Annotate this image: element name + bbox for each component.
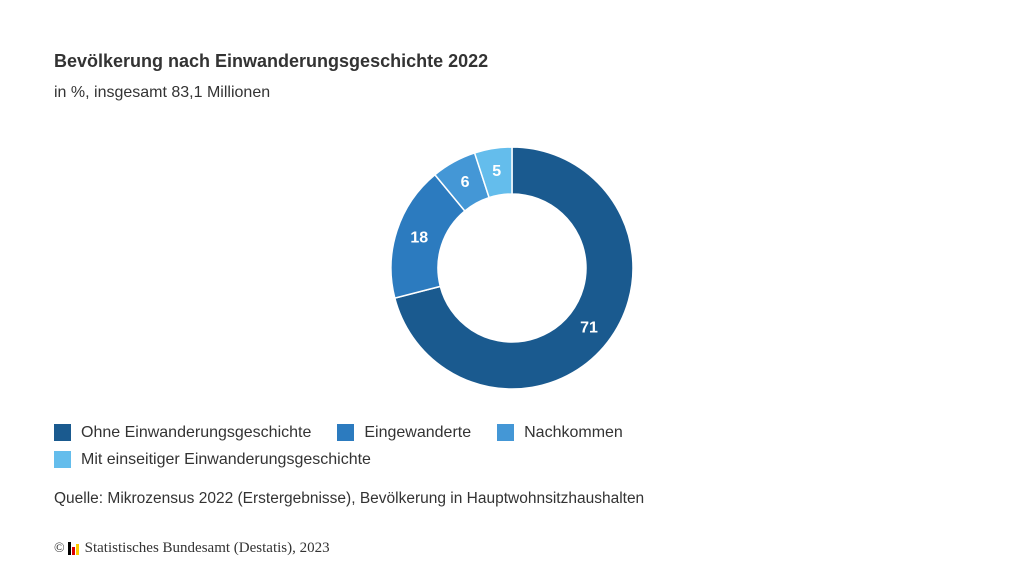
copyright-line: © Statistisches Bundesamt (Destatis), 20… (54, 540, 330, 557)
chart-legend: Ohne Einwanderungsgeschichte Eingewander… (54, 423, 754, 477)
legend-row-1: Ohne Einwanderungsgeschichte Eingewander… (54, 423, 754, 442)
legend-swatch-einseitig (54, 451, 71, 468)
legend-label-ohne: Ohne Einwanderungsgeschichte (81, 423, 312, 441)
donut-value-label-1: 71 (580, 319, 598, 336)
legend-label-nachkommen: Nachkommen (524, 423, 623, 441)
donut-chart: 71 18 6 5 (390, 146, 634, 390)
chart-title: Bevölkerung nach Einwanderungsgeschichte… (54, 51, 489, 71)
copyright-text: Statistisches Bundesamt (Destatis), 2023 (84, 540, 330, 556)
legend-row-2: Mit einseitiger Einwanderungsgeschichte (54, 450, 754, 469)
logo-bar-3 (75, 544, 79, 555)
legend-item-ohne: Ohne Einwanderungsgeschichte (54, 424, 311, 442)
donut-value-label-3: 6 (461, 174, 470, 191)
legend-label-einseitig: Mit einseitiger Einwanderungsgeschichte (81, 450, 371, 468)
logo-bar-2 (71, 547, 75, 555)
donut-slice-1 (393, 146, 634, 390)
donut-value-label-2: 18 (410, 229, 428, 246)
donut-slice-4 (473, 146, 513, 199)
source-note: Quelle: Mikrozensus 2022 (Erstergebnisse… (54, 490, 645, 507)
legend-swatch-ohne (54, 424, 71, 441)
legend-item-eingewanderte: Eingewanderte (337, 424, 471, 442)
logo-bar-1 (67, 542, 71, 555)
legend-swatch-eingewanderte (337, 424, 355, 441)
legend-item-nachkommen: Nachkommen (497, 424, 623, 442)
donut-value-label-4: 5 (492, 163, 501, 180)
legend-label-eingewanderte: Eingewanderte (364, 423, 472, 441)
copyright-symbol: © (54, 540, 65, 556)
legend-swatch-nachkommen (497, 424, 515, 441)
legend-item-einseitig: Mit einseitiger Einwanderungsgeschichte (54, 451, 371, 469)
destatis-logo-icon (67, 542, 79, 555)
chart-subtitle: in %, insgesamt 83,1 Millionen (54, 84, 271, 101)
